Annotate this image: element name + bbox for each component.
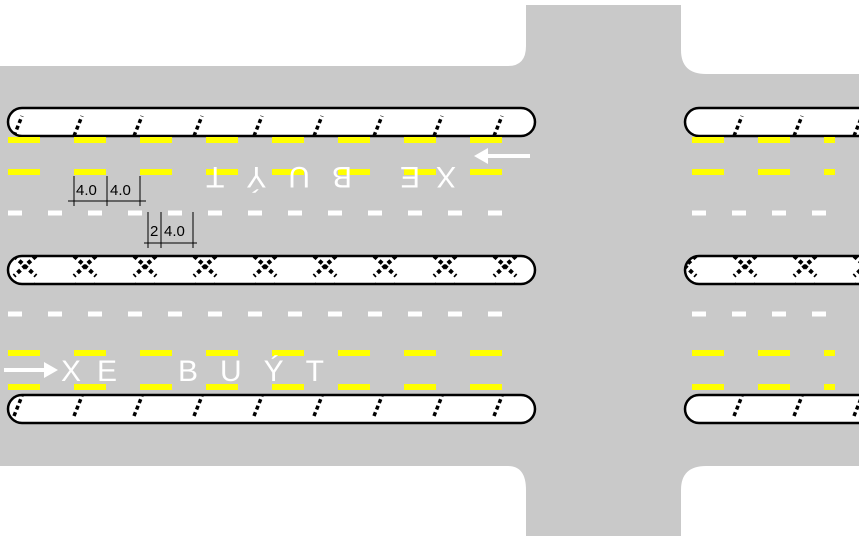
lower-buyt-text: BUÝT: [178, 355, 346, 388]
dimension-a: [68, 176, 146, 206]
dimension-label-b2: 4.0: [164, 223, 185, 240]
upper-lane-label: XE BUÝT: [184, 148, 530, 193]
dimension-label-a2: 4.0: [110, 182, 131, 199]
lower-xe-text: XE: [61, 355, 133, 388]
dimension-b: [144, 212, 197, 248]
island-top-right: [683, 106, 859, 138]
island-middle-left: [6, 254, 537, 286]
lower-lane-label: XE BUÝT: [4, 355, 346, 388]
arrow-right-icon: [4, 362, 58, 378]
island-bottom-right: [683, 393, 859, 425]
island-bottom-left: [6, 393, 537, 425]
dimension-label-a1: 4.0: [76, 182, 97, 199]
arrow-left-icon: [474, 148, 530, 164]
island-top-left: [6, 106, 537, 138]
upper-xe-text: XE: [384, 160, 456, 193]
median-islands: [6, 106, 859, 425]
lane-lines: [8, 210, 835, 317]
dimension-label-b1: 2: [150, 223, 158, 240]
upper-buyt-text: BUÝT: [184, 160, 352, 193]
bus-lane-lines: [8, 137, 835, 390]
island-middle-right: [683, 254, 859, 286]
